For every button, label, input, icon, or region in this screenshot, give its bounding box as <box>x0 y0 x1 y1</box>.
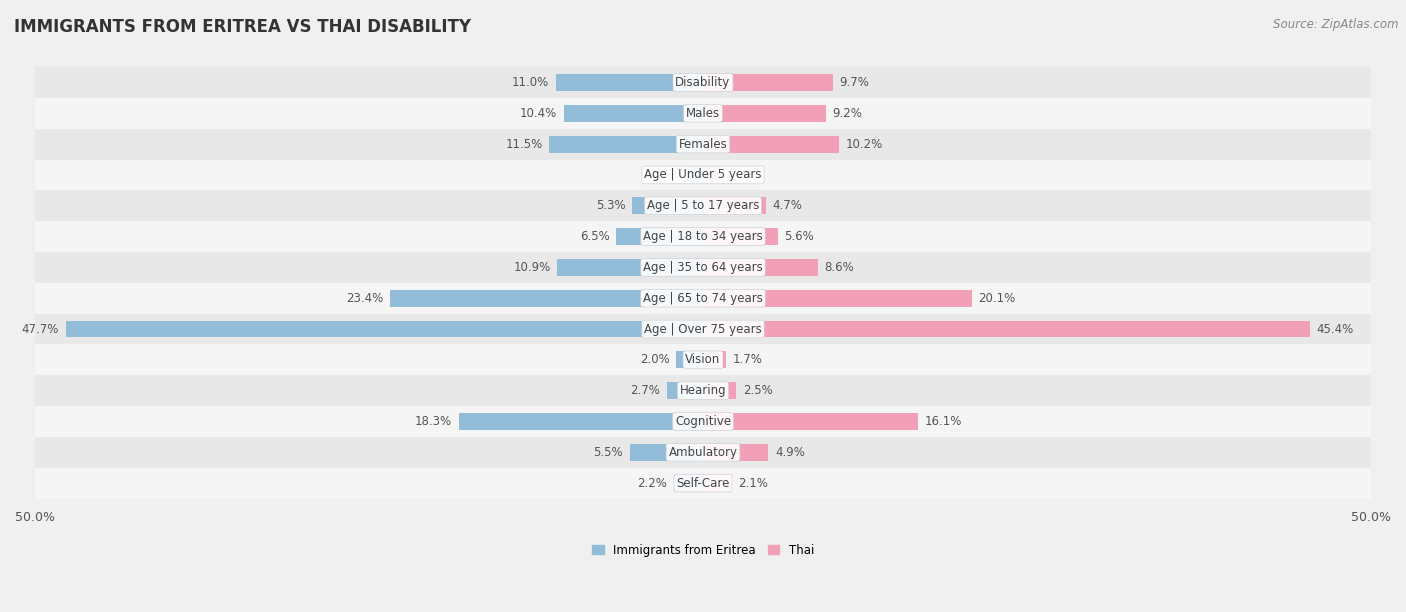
Bar <box>703 413 918 430</box>
Bar <box>703 105 825 122</box>
Bar <box>564 105 703 122</box>
Text: Vision: Vision <box>685 353 721 367</box>
Text: 5.6%: 5.6% <box>785 230 814 243</box>
Text: Females: Females <box>679 138 727 151</box>
Bar <box>555 74 703 91</box>
Bar <box>35 345 1371 375</box>
Bar <box>35 129 1371 160</box>
Bar <box>35 221 1371 252</box>
Text: 9.7%: 9.7% <box>839 76 869 89</box>
Text: 23.4%: 23.4% <box>346 292 384 305</box>
Text: 1.1%: 1.1% <box>724 168 754 181</box>
Bar <box>391 289 703 307</box>
Bar <box>66 321 703 337</box>
Text: Age | Over 75 years: Age | Over 75 years <box>644 323 762 335</box>
Text: Age | 35 to 64 years: Age | 35 to 64 years <box>643 261 763 274</box>
Text: 9.2%: 9.2% <box>832 106 862 120</box>
Text: Hearing: Hearing <box>679 384 727 397</box>
Text: 47.7%: 47.7% <box>21 323 59 335</box>
Bar <box>35 160 1371 190</box>
Text: Age | 18 to 34 years: Age | 18 to 34 years <box>643 230 763 243</box>
Text: 8.6%: 8.6% <box>824 261 855 274</box>
Bar <box>35 252 1371 283</box>
Bar <box>458 413 703 430</box>
Bar <box>703 166 717 184</box>
Bar <box>676 351 703 368</box>
Bar <box>673 475 703 491</box>
Text: Age | Under 5 years: Age | Under 5 years <box>644 168 762 181</box>
Text: Males: Males <box>686 106 720 120</box>
Legend: Immigrants from Eritrea, Thai: Immigrants from Eritrea, Thai <box>588 539 818 561</box>
Text: 2.0%: 2.0% <box>640 353 669 367</box>
Text: Disability: Disability <box>675 76 731 89</box>
Bar <box>703 259 818 276</box>
Bar <box>35 468 1371 499</box>
Bar <box>666 382 703 399</box>
Bar <box>550 136 703 152</box>
Text: 11.0%: 11.0% <box>512 76 550 89</box>
Text: Age | 65 to 74 years: Age | 65 to 74 years <box>643 292 763 305</box>
Text: 2.7%: 2.7% <box>630 384 661 397</box>
Text: 5.3%: 5.3% <box>596 200 626 212</box>
Text: 45.4%: 45.4% <box>1316 323 1354 335</box>
Bar <box>616 228 703 245</box>
Bar <box>35 67 1371 98</box>
Text: 11.5%: 11.5% <box>505 138 543 151</box>
Text: 2.2%: 2.2% <box>637 477 666 490</box>
Text: 10.4%: 10.4% <box>520 106 557 120</box>
Text: 18.3%: 18.3% <box>415 415 451 428</box>
Bar <box>35 190 1371 221</box>
Bar <box>703 136 839 152</box>
Text: Source: ZipAtlas.com: Source: ZipAtlas.com <box>1274 18 1399 31</box>
Bar <box>35 375 1371 406</box>
Bar <box>703 321 1309 337</box>
Text: 4.7%: 4.7% <box>772 200 803 212</box>
Text: Ambulatory: Ambulatory <box>668 446 738 459</box>
Bar <box>688 166 703 184</box>
Bar <box>703 444 769 461</box>
Text: 5.5%: 5.5% <box>593 446 623 459</box>
Bar <box>703 475 731 491</box>
Text: 10.2%: 10.2% <box>846 138 883 151</box>
Text: Cognitive: Cognitive <box>675 415 731 428</box>
Bar <box>703 289 972 307</box>
Text: 16.1%: 16.1% <box>925 415 962 428</box>
Bar <box>35 313 1371 345</box>
Bar <box>630 444 703 461</box>
Bar <box>703 228 778 245</box>
Bar <box>703 197 766 214</box>
Text: 20.1%: 20.1% <box>979 292 1015 305</box>
Bar <box>703 74 832 91</box>
Text: 2.1%: 2.1% <box>738 477 768 490</box>
Text: 1.7%: 1.7% <box>733 353 762 367</box>
Bar <box>703 351 725 368</box>
Bar <box>703 382 737 399</box>
Text: Age | 5 to 17 years: Age | 5 to 17 years <box>647 200 759 212</box>
Text: 6.5%: 6.5% <box>579 230 609 243</box>
Text: 10.9%: 10.9% <box>513 261 551 274</box>
Bar <box>35 406 1371 437</box>
Bar <box>35 98 1371 129</box>
Bar <box>557 259 703 276</box>
Text: 1.2%: 1.2% <box>651 168 681 181</box>
Text: 4.9%: 4.9% <box>775 446 806 459</box>
Bar <box>35 283 1371 313</box>
Text: IMMIGRANTS FROM ERITREA VS THAI DISABILITY: IMMIGRANTS FROM ERITREA VS THAI DISABILI… <box>14 18 471 36</box>
Bar <box>35 437 1371 468</box>
Text: 2.5%: 2.5% <box>744 384 773 397</box>
Text: Self-Care: Self-Care <box>676 477 730 490</box>
Bar <box>633 197 703 214</box>
